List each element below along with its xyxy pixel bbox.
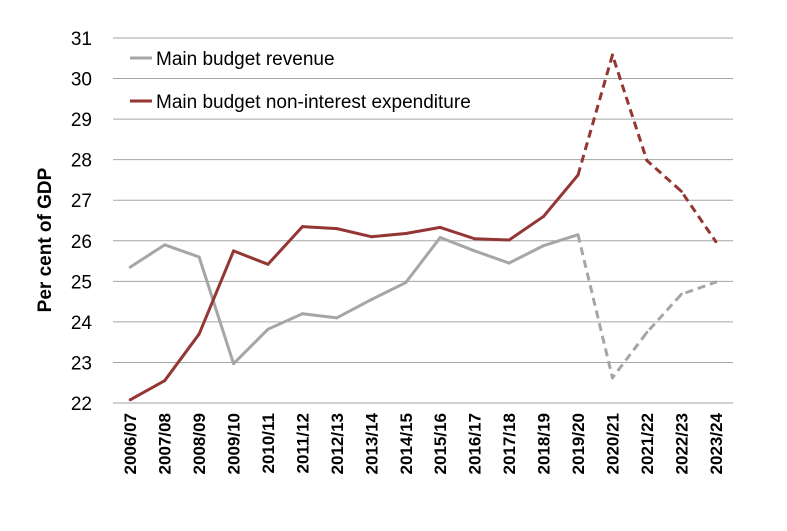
series-0-point <box>576 233 580 237</box>
y-tick-label: 28 <box>71 151 92 172</box>
series-0-point <box>438 236 442 240</box>
series-1-point <box>714 240 718 244</box>
x-tick-label: 2010/11 <box>259 413 278 474</box>
series-0-point <box>197 255 201 259</box>
y-axis-label: Per cent of GDP <box>35 167 56 312</box>
series-1-point <box>335 227 339 231</box>
x-tick-label: 2007/08 <box>156 413 175 474</box>
y-tick-label: 25 <box>71 272 92 293</box>
series-1-line-actual <box>129 174 580 402</box>
series-1-point <box>542 214 546 218</box>
y-axis-ticks: 22 23 24 25 26 27 28 29 30 31 <box>71 29 93 415</box>
series-0-point <box>645 330 649 334</box>
series-0-point <box>610 376 614 380</box>
x-tick-label: 2011/12 <box>293 413 312 474</box>
y-tick-label: 30 <box>71 70 92 91</box>
series-0-point <box>507 261 511 265</box>
series-0-point <box>369 298 373 302</box>
series-1-point <box>232 249 236 253</box>
x-tick-label: 2021/22 <box>638 413 657 474</box>
series-1-point <box>576 173 580 177</box>
series-1-point <box>507 238 511 242</box>
series-0-point <box>679 292 683 296</box>
y-tick-label: 24 <box>71 313 93 334</box>
series-0-point <box>473 249 477 253</box>
y-tick-label: 26 <box>71 232 92 253</box>
x-tick-label: 2015/16 <box>431 413 450 474</box>
series-1-point <box>300 225 304 229</box>
series-1-point <box>266 262 270 266</box>
x-tick-label: 2006/07 <box>121 413 140 474</box>
x-tick-label: 2013/14 <box>362 412 381 474</box>
series-0-point <box>232 362 236 366</box>
series-0-point <box>163 243 167 247</box>
series-0-line-projected <box>576 234 717 380</box>
x-tick-label: 2009/10 <box>225 413 244 474</box>
series-1-point <box>128 398 132 402</box>
series-1-point <box>645 158 649 162</box>
series-0-point <box>335 316 339 320</box>
series-1-point <box>438 225 442 229</box>
x-tick-label: 2019/20 <box>569 413 588 474</box>
y-tick-label: 29 <box>71 110 92 131</box>
x-tick-label: 2023/24 <box>707 412 726 474</box>
y-tick-label: 27 <box>71 191 92 212</box>
x-tick-label: 2018/19 <box>535 413 554 474</box>
series-1-point <box>473 237 477 241</box>
series-1-point <box>610 53 614 57</box>
series-0-point <box>128 265 132 269</box>
y-tick-label: 23 <box>71 353 92 374</box>
series-0-point <box>266 327 270 331</box>
y-tick-label: 31 <box>71 29 92 50</box>
y-tick-label: 22 <box>71 394 92 415</box>
series-1-point <box>679 189 683 193</box>
gridlines <box>113 37 733 404</box>
series-0-line-actual <box>129 233 579 366</box>
series-1-line-projected <box>576 53 718 243</box>
series-0-point <box>404 281 408 285</box>
x-axis-ticks: 2006/07 2007/08 2008/09 2009/10 2010/11 2011/… <box>121 412 726 474</box>
series-0-point <box>714 280 718 284</box>
series-1-point <box>163 379 167 383</box>
x-tick-label: 2008/09 <box>190 413 209 474</box>
legend: Main budget revenue Main budget non-inte… <box>130 49 471 113</box>
x-tick-label: 2014/15 <box>397 413 416 474</box>
x-tick-label: 2017/18 <box>500 413 519 474</box>
x-tick-label: 2016/17 <box>466 413 485 474</box>
x-tick-label: 2012/13 <box>328 413 347 474</box>
series-lines <box>128 53 718 402</box>
series-1-point <box>369 235 373 239</box>
legend-label-revenue: Main budget revenue <box>156 49 335 70</box>
x-tick-label: 2020/21 <box>603 413 622 474</box>
series-1-point <box>404 231 408 235</box>
legend-label-expenditure: Main budget non-interest expenditure <box>156 92 471 113</box>
x-tick-label: 2022/23 <box>672 413 691 474</box>
series-1-point <box>197 332 201 336</box>
series-0-point <box>300 312 304 316</box>
series-0-point <box>542 244 546 248</box>
